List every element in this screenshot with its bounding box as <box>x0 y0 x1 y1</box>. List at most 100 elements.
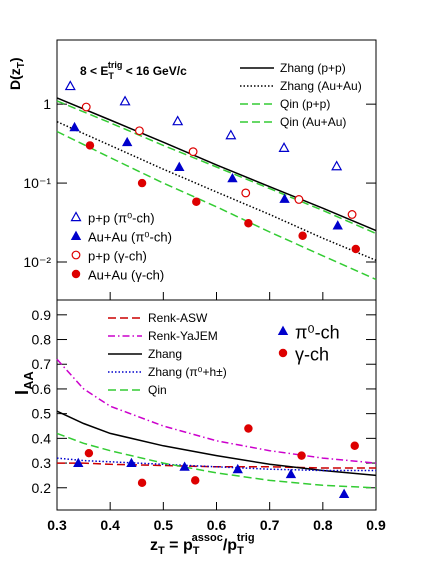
curve <box>56 457 376 472</box>
top-y-label: D(zT) <box>7 57 27 90</box>
marker <box>119 95 131 106</box>
marker <box>278 348 288 358</box>
legend-label: Renk-YaJEM <box>148 329 218 343</box>
legend-label: Zhang (p+p) <box>280 61 346 75</box>
y-tick-label: 0.5 <box>32 406 52 422</box>
y-tick-label: 0.9 <box>32 307 52 323</box>
marker <box>71 269 81 279</box>
y-label-part: I <box>12 390 32 395</box>
y-tick-label: 0.8 <box>32 332 52 348</box>
x-label-part: assoc <box>192 532 223 544</box>
marker <box>338 488 350 498</box>
curve <box>56 410 377 477</box>
marker <box>188 147 198 157</box>
marker <box>70 211 82 222</box>
x-label-part: /p <box>223 537 237 554</box>
legend-label: π⁰-ch <box>295 322 340 342</box>
y-label-part: D(z <box>7 68 23 90</box>
curve <box>56 97 377 232</box>
curve <box>56 432 377 489</box>
marker <box>84 448 94 458</box>
legend-label: Qin (Au+Au) <box>280 115 346 129</box>
x-label-part: T <box>193 545 200 557</box>
legend-label: Zhang (π⁰+h±) <box>148 365 227 379</box>
marker <box>172 115 184 126</box>
marker <box>81 102 91 112</box>
marker <box>191 476 200 485</box>
x-tick-label: 0.5 <box>154 517 174 533</box>
marker <box>70 230 82 241</box>
x-tick-label: 0.4 <box>100 517 120 533</box>
y-label-part: AA <box>21 371 36 390</box>
x-label-part: T <box>237 545 244 557</box>
marker <box>69 121 80 132</box>
legend-label: Au+Au (γ-ch) <box>88 268 164 283</box>
curve <box>56 358 377 464</box>
x-tick-label: 0.9 <box>366 517 386 533</box>
curve <box>56 130 377 281</box>
marker <box>278 142 290 152</box>
marker <box>137 178 147 188</box>
x-tick-label: 0.8 <box>313 517 333 533</box>
y-tick-label: 10⁻² <box>23 254 51 270</box>
legend-label: Qin <box>148 383 167 397</box>
legend-label: Zhang <box>148 347 182 361</box>
marker <box>298 231 307 240</box>
y-tick-label: 1 <box>43 96 51 112</box>
legend-label: Renk-ASW <box>148 311 208 325</box>
x-tick-label: 0.7 <box>260 517 280 533</box>
bottom-y-label: IAA <box>12 371 36 395</box>
y-tick-label: 0.3 <box>32 455 52 471</box>
marker <box>174 161 185 171</box>
marker <box>241 188 251 198</box>
annotation-part: T <box>108 71 114 81</box>
annotation: 8 < ETtrig < 16 GeV/c <box>80 60 187 81</box>
y-tick-label: 0.6 <box>32 381 52 397</box>
marker <box>285 468 297 479</box>
marker <box>232 463 243 474</box>
marker <box>227 172 238 183</box>
marker <box>244 424 253 433</box>
marker <box>225 129 237 140</box>
marker <box>244 218 253 228</box>
legend-label: Zhang (Au+Au) <box>280 79 362 93</box>
marker <box>179 461 190 471</box>
marker <box>137 478 147 488</box>
x-label-part: = p <box>165 537 193 554</box>
x-tick-label: 0.3 <box>47 517 67 533</box>
x-label-part: z <box>150 537 158 554</box>
y-label-part: T <box>16 62 27 68</box>
marker <box>294 195 304 204</box>
marker <box>85 141 95 150</box>
x-label-part: T <box>158 545 165 557</box>
marker <box>332 220 343 230</box>
marker <box>122 136 133 147</box>
marker <box>351 244 361 254</box>
marker <box>297 451 306 460</box>
y-label-part: ) <box>7 57 23 62</box>
y-tick-label: 0.2 <box>32 480 52 496</box>
annotation-part: < 16 GeV/c <box>122 64 187 78</box>
marker <box>126 457 137 468</box>
marker <box>331 160 343 171</box>
marker <box>73 457 84 468</box>
marker <box>350 441 359 450</box>
legend-label: γ-ch <box>295 344 329 364</box>
y-tick-label: 10⁻¹ <box>23 175 51 191</box>
y-tick-label: 0.4 <box>32 430 52 446</box>
legend-label: Au+Au (π⁰-ch) <box>88 230 172 245</box>
marker <box>134 126 144 136</box>
marker <box>64 80 76 91</box>
x-tick-label: 0.6 <box>207 517 227 533</box>
y-tick-label: 0.7 <box>32 356 52 372</box>
legend-label: Qin (p+p) <box>280 97 330 111</box>
annotation-part: trig <box>108 60 123 70</box>
x-label: zT = pTassoc/pTtrig <box>150 532 255 557</box>
x-label-part: trig <box>237 532 255 544</box>
marker <box>277 325 289 336</box>
marker <box>347 210 357 219</box>
marker <box>279 193 290 203</box>
marker <box>71 250 81 260</box>
